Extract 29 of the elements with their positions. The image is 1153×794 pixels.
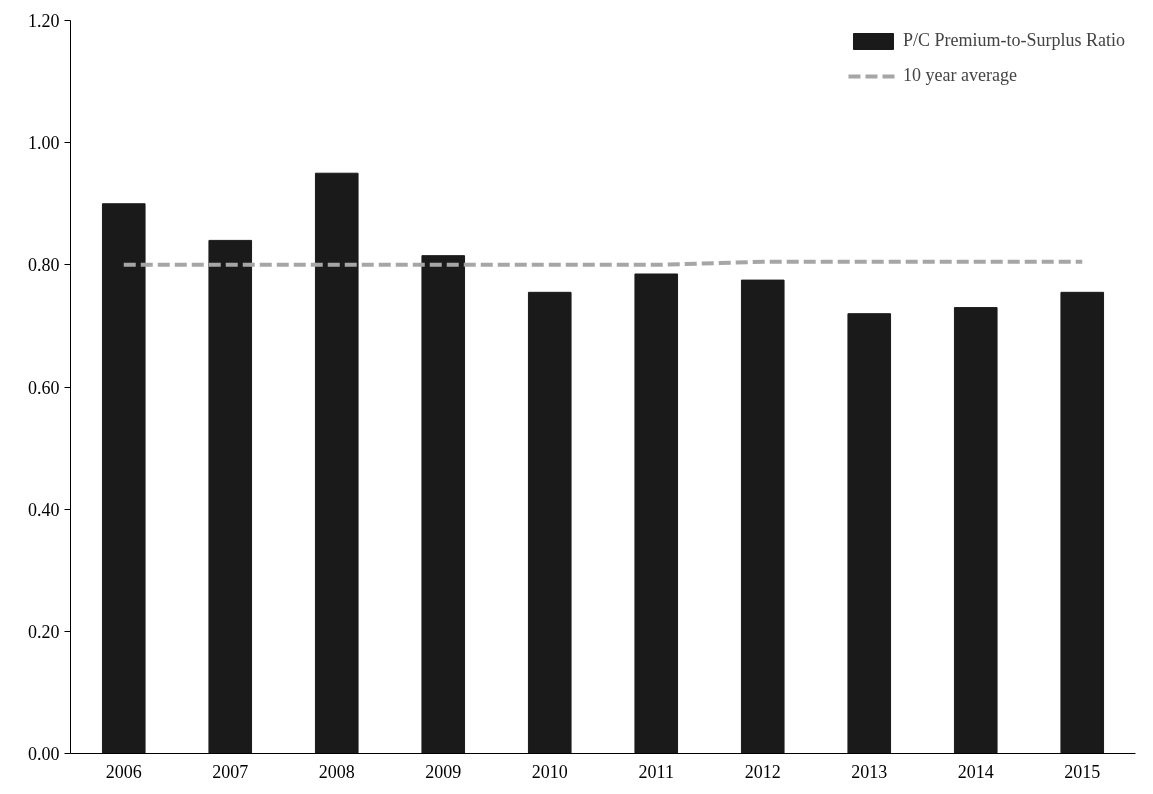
x-tick-label: 2009 (425, 761, 462, 782)
y-tick-label: 0.80 (28, 255, 60, 276)
x-tick-label: 2014 (957, 761, 994, 782)
bar (527, 291, 572, 754)
bar (101, 203, 146, 754)
x-tick-label: 2006 (105, 761, 142, 782)
bar (208, 239, 253, 754)
legend-label: P/C Premium-to-Surplus Ratio (902, 30, 1125, 51)
x-tick-label: 2013 (851, 761, 888, 782)
bar (847, 313, 892, 754)
y-tick-label: 0.00 (28, 744, 60, 764)
y-tick-label: 1.00 (28, 133, 60, 154)
y-tick-label: 0.20 (28, 621, 60, 642)
x-tick-label: 2011 (638, 761, 674, 782)
x-tick-label: 2015 (1064, 761, 1101, 782)
bar (740, 279, 785, 754)
bar (953, 307, 998, 754)
x-tick-label: 2008 (318, 761, 355, 782)
bar (1060, 291, 1105, 754)
y-tick-label: 1.20 (28, 11, 60, 31)
bar (314, 172, 359, 754)
y-tick-label: 0.40 (28, 499, 60, 520)
x-tick-label: 2012 (744, 761, 781, 782)
x-tick-label: 2007 (212, 761, 249, 782)
y-tick-label: 0.60 (28, 377, 60, 398)
x-tick-label: 2010 (531, 761, 568, 782)
legend-label: 10 year average (902, 65, 1017, 86)
bar (421, 255, 466, 754)
bar (634, 273, 679, 754)
